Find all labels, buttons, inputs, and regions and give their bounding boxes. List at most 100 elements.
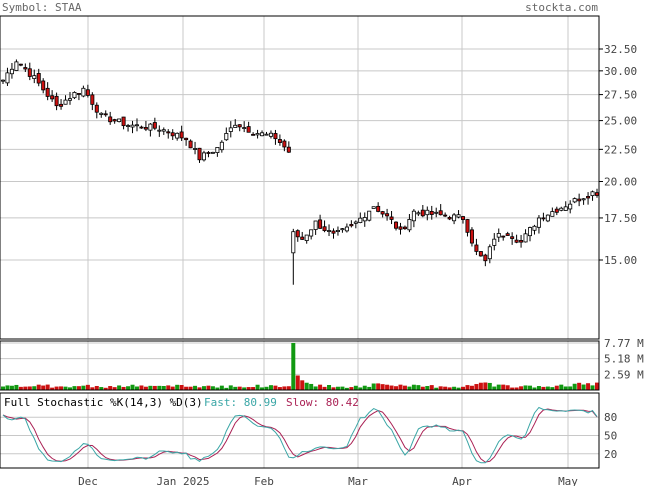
volume-bar — [130, 384, 135, 390]
grid-lines — [0, 16, 599, 468]
candle-body — [313, 220, 318, 230]
candle-body — [63, 99, 68, 105]
volume-bar — [581, 384, 586, 390]
volume-bar — [313, 386, 318, 390]
volume-bar — [23, 386, 28, 390]
month-label: May — [558, 475, 578, 486]
candle-body — [536, 217, 541, 228]
candle-body — [309, 229, 314, 237]
candle-body — [416, 212, 421, 215]
candle-body — [385, 213, 390, 217]
candle-body — [188, 140, 193, 149]
volume-bar — [380, 384, 385, 390]
candle-body — [161, 129, 166, 132]
volume-bar — [478, 382, 483, 390]
volume-bar — [233, 386, 238, 390]
volume-bar — [322, 386, 327, 390]
volume-bar — [577, 382, 582, 390]
volume-bar — [36, 384, 41, 390]
stochastic-tick-label: 20 — [604, 448, 617, 461]
volume-bar — [5, 385, 10, 390]
candle-body — [496, 233, 501, 238]
candle-body — [465, 219, 470, 233]
volume-bar — [264, 386, 269, 390]
candle-body — [300, 236, 305, 240]
volume-bar — [170, 386, 175, 390]
volume-bar — [72, 386, 77, 390]
candle-body — [335, 230, 340, 233]
stochastic-slow-label: Slow: 80.42 — [286, 396, 359, 409]
candle-body — [206, 152, 211, 154]
volume-bar — [335, 386, 340, 390]
stochastic-tick-label: 50 — [604, 430, 617, 443]
price-tick-label: 30.00 — [604, 65, 637, 78]
volume-bar — [510, 387, 515, 390]
stochastic-fast-label: Fast: 80.99 — [204, 396, 277, 409]
volume-bar — [411, 384, 416, 390]
volume-bar — [152, 385, 157, 390]
volume-bar — [90, 387, 95, 390]
slow-stochastic-line — [2, 408, 598, 463]
volume-bar — [554, 385, 559, 390]
month-label: Feb — [254, 475, 274, 486]
price-panel-frame — [0, 15, 600, 340]
volume-bar — [474, 384, 479, 390]
candle-body — [18, 63, 23, 66]
volume-bar — [273, 385, 278, 390]
candle-body — [201, 152, 206, 161]
volume-bar — [425, 386, 430, 390]
candle-body — [322, 226, 327, 232]
volume-bar — [224, 387, 229, 390]
candle-body — [523, 233, 528, 243]
candle-body — [0, 79, 6, 82]
candle-body — [121, 116, 126, 127]
candle-body — [81, 87, 86, 97]
volume-bar — [563, 386, 568, 390]
candle-body — [595, 192, 600, 196]
price-tick-label: 20.00 — [604, 175, 637, 188]
candle-body — [219, 141, 224, 151]
candle-body — [215, 147, 220, 153]
volume-bar — [197, 387, 202, 390]
volume-bar — [117, 385, 122, 390]
volume-bar — [161, 385, 166, 390]
candle-body — [94, 104, 99, 113]
volume-bar — [340, 386, 345, 390]
volume-bar — [210, 386, 215, 390]
candle-body — [407, 219, 412, 231]
volume-bar — [18, 386, 23, 390]
volume-bar — [385, 384, 390, 390]
candle-body — [398, 226, 403, 230]
volume-bar — [398, 384, 403, 390]
volume-bar — [282, 386, 287, 390]
volume-bar — [402, 385, 407, 390]
volume-bar — [291, 343, 296, 390]
price-tick-label: 15.00 — [604, 254, 637, 267]
candle-body — [76, 93, 81, 95]
candle-body — [152, 122, 157, 129]
volume-bar — [438, 386, 443, 390]
candle-body — [456, 214, 461, 218]
volume-bar — [389, 385, 394, 390]
volume-bar — [465, 385, 470, 390]
volume-bar — [237, 386, 242, 390]
candle-body — [224, 133, 229, 141]
volume-bar — [121, 386, 126, 390]
candle-body — [255, 133, 260, 136]
price-tick-label: 32.50 — [604, 43, 637, 56]
volume-bar — [492, 386, 497, 390]
candle-body — [541, 217, 546, 220]
volume-bar — [362, 385, 367, 390]
candle-body — [197, 147, 202, 161]
candle-body — [282, 140, 287, 148]
month-label: Dec — [78, 475, 98, 486]
volume-bar — [67, 387, 72, 390]
volume-bar — [353, 385, 358, 390]
candle-body — [577, 198, 582, 202]
candle-body — [362, 217, 367, 222]
candle-body — [134, 124, 139, 127]
volume-bar — [550, 387, 555, 390]
volume-bar — [32, 386, 37, 390]
volume-bar — [407, 386, 412, 390]
